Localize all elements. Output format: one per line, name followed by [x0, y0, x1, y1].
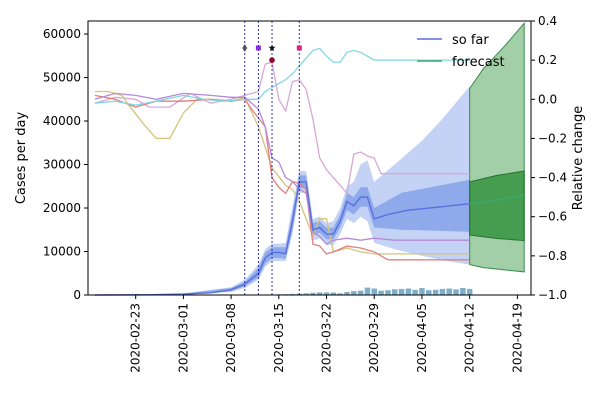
marker-square: [255, 45, 261, 51]
bar: [330, 292, 337, 295]
bar: [303, 293, 309, 295]
forecast-band-inner: [469, 170, 525, 242]
bar: [351, 291, 357, 295]
y2-tick-label: 0.0: [538, 92, 557, 106]
bar: [405, 288, 412, 295]
axes: 0 10000 20000 30000 40000 50000 60000 −1.0 −0.8 −…: [43, 14, 567, 373]
bar: [289, 293, 296, 295]
y2-axis-label: Relative change: [571, 106, 586, 210]
y-tick-label: 20000: [43, 201, 81, 215]
x-tick-label: 2020-04-12: [463, 303, 477, 373]
legend: so far forecast: [417, 33, 505, 70]
bar: [412, 289, 418, 295]
x-tick-label: 2020-03-22: [320, 303, 334, 373]
marker-star: [268, 44, 276, 51]
fit-band-outer: [94, 86, 470, 295]
y2-tick-label: −0.4: [538, 171, 567, 185]
bar: [446, 288, 452, 295]
relative-change-line: [94, 47, 470, 106]
bar: [323, 292, 330, 295]
bar: [378, 290, 384, 295]
y2-tick-label: −0.8: [538, 249, 567, 263]
intervention-markers: [242, 43, 302, 63]
x-tick-label: 2020-03-29: [367, 303, 381, 373]
bar: [344, 292, 350, 295]
bar: [310, 292, 316, 295]
marker-circle: [269, 57, 275, 63]
bar: [419, 288, 425, 295]
bar: [385, 290, 391, 295]
y2-tick-label: 0.4: [538, 14, 557, 28]
bar: [439, 288, 446, 295]
forecast-line: [469, 194, 525, 205]
bar: [317, 292, 323, 295]
y-tick-label: 40000: [43, 114, 81, 128]
y-tick-label: 30000: [43, 158, 81, 172]
bar: [357, 290, 364, 295]
bar: [398, 288, 405, 295]
relative-change-line: [94, 94, 470, 261]
legend-label-forecast: forecast: [452, 55, 505, 70]
bar: [460, 288, 466, 295]
bar: [453, 289, 459, 295]
bar: [337, 293, 343, 295]
x-tick-label: 2020-03-08: [224, 303, 238, 373]
fit-line: [94, 181, 470, 296]
relative-change-line: [94, 92, 470, 245]
y-tick-label: 0: [73, 288, 81, 302]
plot-frame: [87, 20, 532, 296]
y2-tick-label: −0.6: [538, 210, 567, 224]
fit-line-group: [94, 181, 525, 296]
bar: [466, 288, 473, 295]
bar: [392, 289, 398, 295]
bar: [364, 287, 371, 295]
y-tick-label: 10000: [43, 245, 81, 259]
y2-tick-label: −0.2: [538, 131, 567, 145]
x-tick-label: 2020-02-23: [129, 303, 143, 373]
bar: [432, 289, 439, 295]
y-axis-label: Cases per day: [14, 112, 29, 205]
x-tick-label: 2020-03-01: [176, 303, 190, 373]
bar: [371, 288, 377, 295]
x-tick-label: 2020-04-05: [415, 303, 429, 373]
relative-change-line: [94, 61, 470, 195]
y-tick-label: 50000: [43, 71, 81, 85]
bar: [426, 290, 432, 295]
marker-square: [296, 45, 302, 51]
intervention-lines: [244, 21, 300, 295]
y2-tick-label: 0.2: [538, 53, 557, 67]
x-tick-label: 2020-04-19: [510, 303, 524, 373]
legend-label-so-far: so far: [452, 33, 489, 48]
marker-diamond: [242, 43, 248, 52]
fit-band-inner: [94, 175, 470, 295]
y-tick-label: 60000: [43, 27, 81, 41]
x-tick-label: 2020-03-15: [272, 303, 286, 373]
y2-tick-label: −1.0: [538, 288, 567, 302]
forecast-bands: [94, 21, 525, 295]
